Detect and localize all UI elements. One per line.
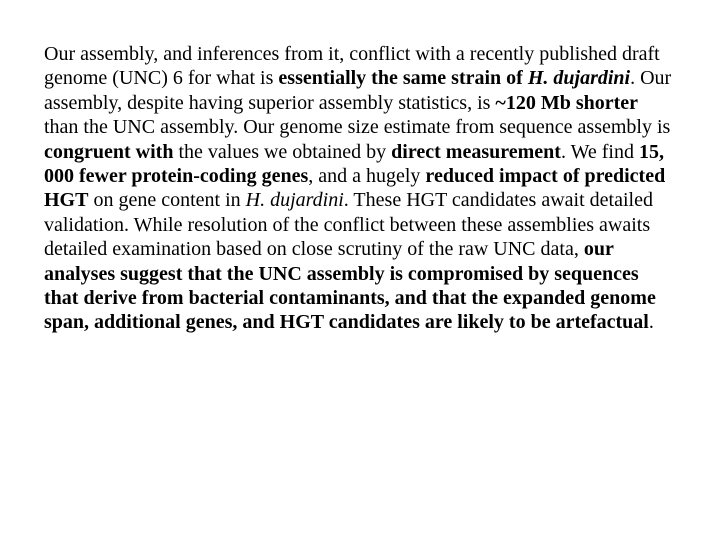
text-run-bold: direct measurement [391,141,561,163]
body-paragraph: Our assembly, and inferences from it, co… [44,42,676,335]
text-run: than the UNC assembly. Our genome size e… [44,116,670,138]
text-run: . [649,311,654,333]
text-run: the values we obtained by [173,141,391,163]
text-run-bold: congruent with [44,141,173,163]
species-name: H. dujardini [528,67,630,89]
species-name: H. dujardini [246,189,344,211]
text-run: . We find [561,141,639,163]
text-run: on gene content in [88,189,245,211]
text-run-bold: essentially the same strain of [278,67,527,89]
text-run: , and a hugely [308,165,425,187]
text-run-bold: ~120 Mb shorter [495,92,638,114]
document-page: Our assembly, and inferences from it, co… [0,0,720,335]
